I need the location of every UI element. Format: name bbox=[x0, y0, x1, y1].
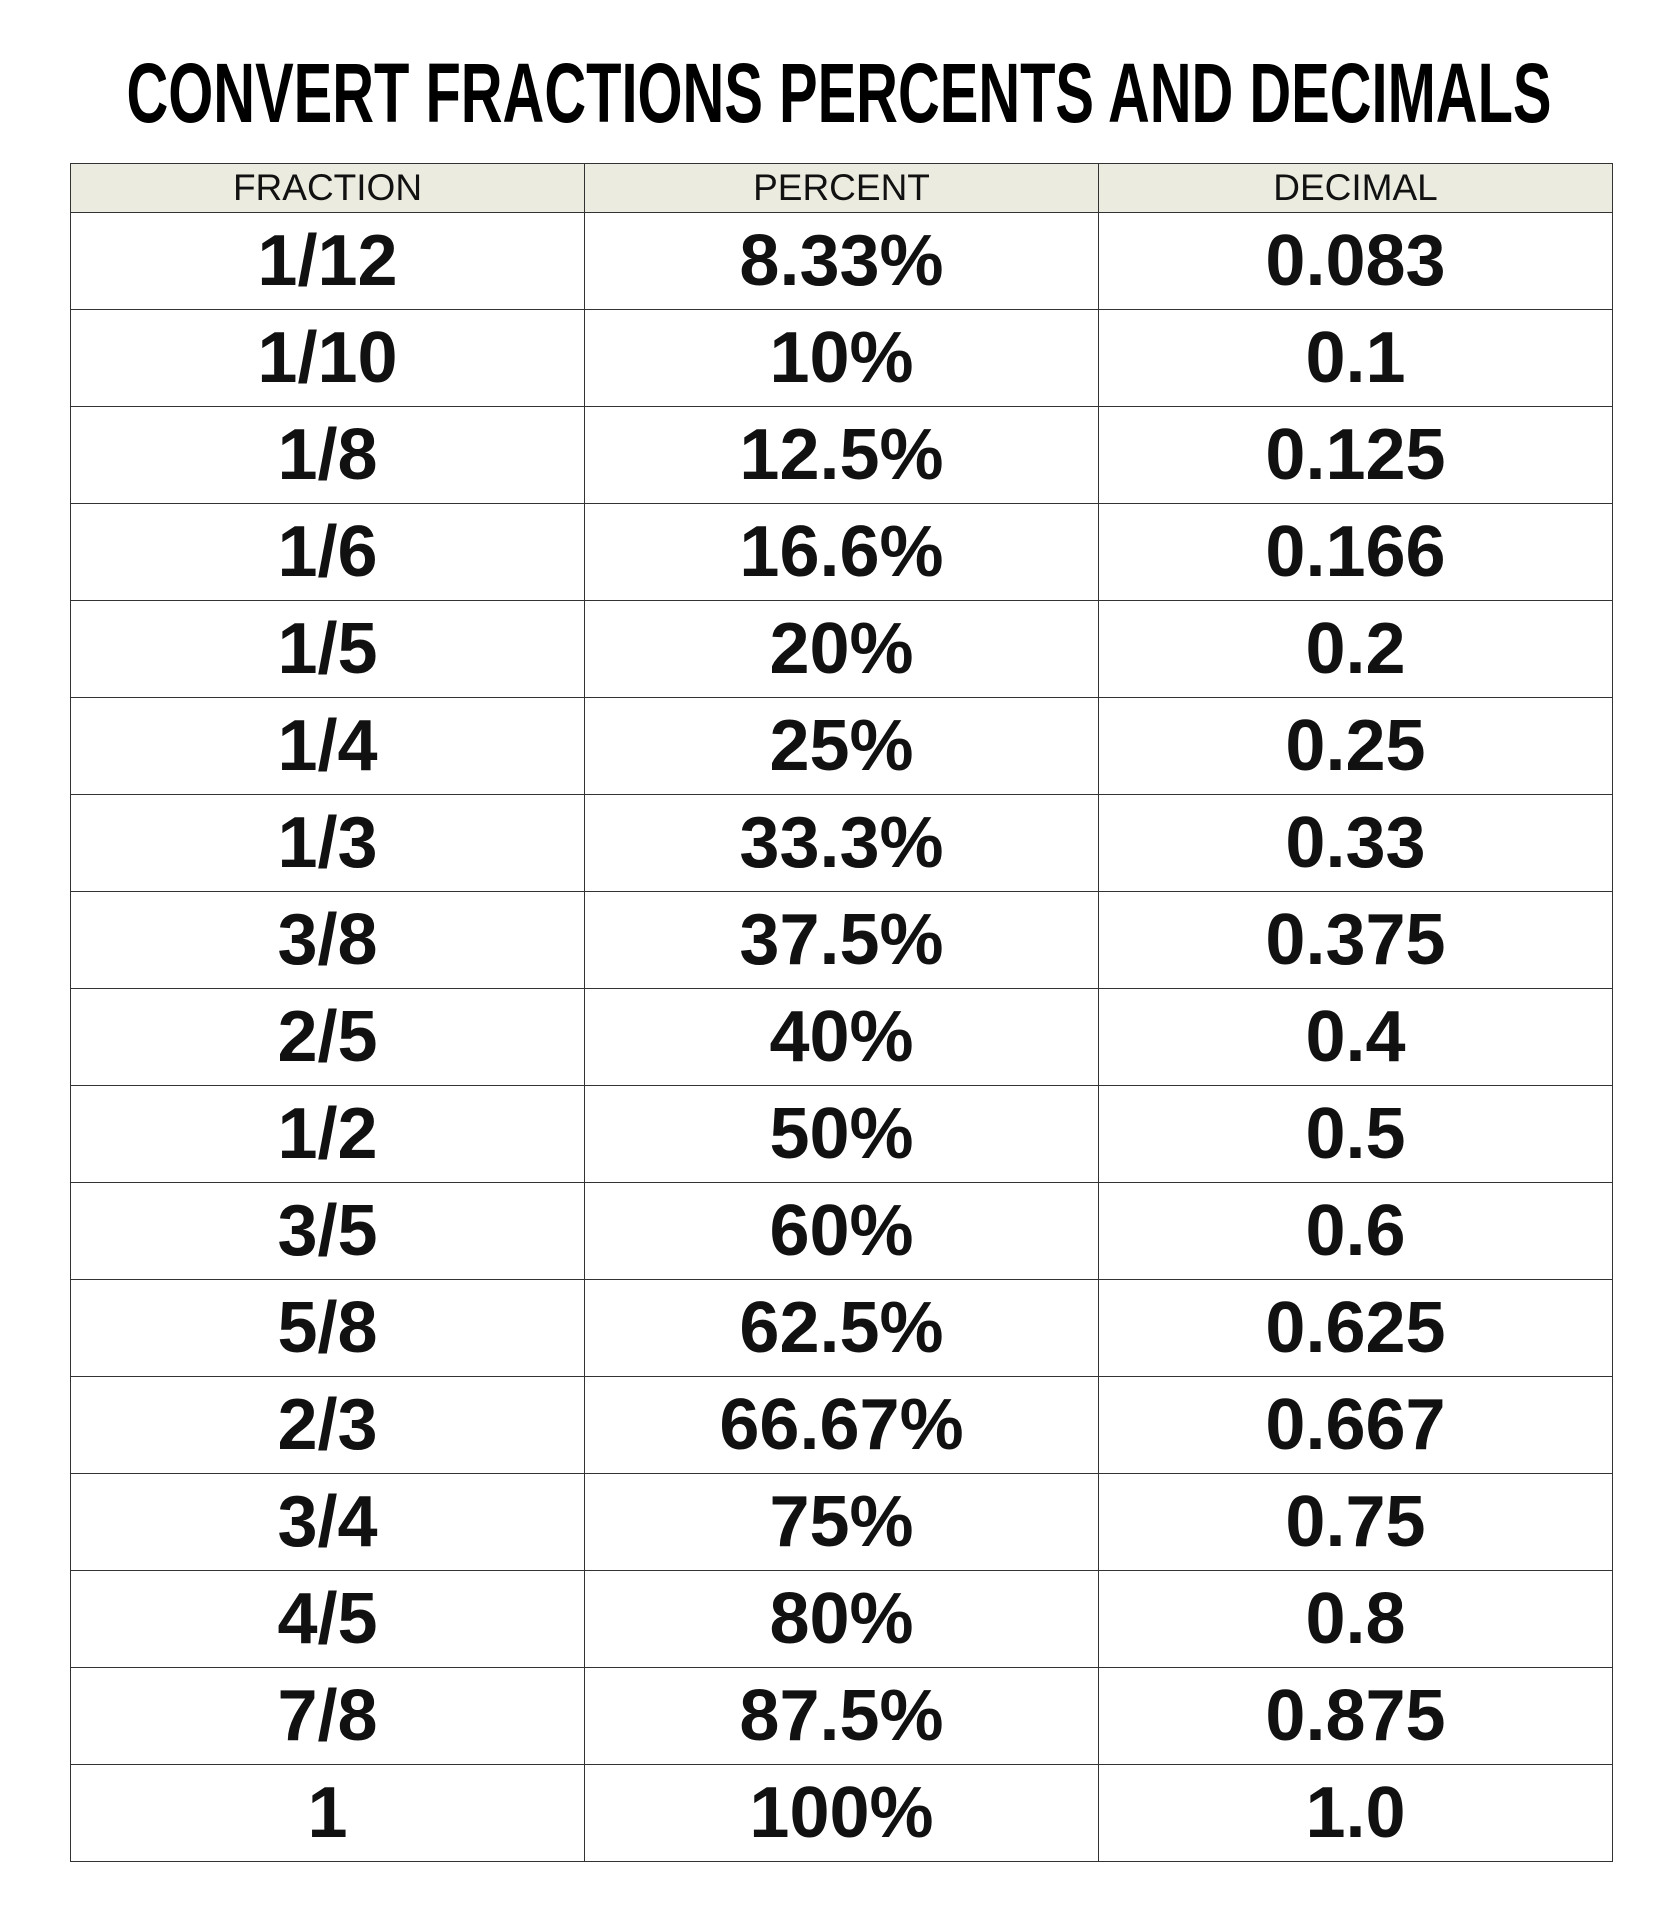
table-cell: 80% bbox=[584, 1570, 1099, 1668]
table-cell: 1/5 bbox=[70, 600, 585, 698]
table-cell: 1/6 bbox=[70, 503, 585, 601]
table-cell: 1.0 bbox=[1098, 1764, 1613, 1862]
table-cell: 25% bbox=[584, 697, 1099, 795]
table-cell: 12.5% bbox=[584, 406, 1099, 504]
table-row: 3/4 75% 0.75 bbox=[70, 1473, 1613, 1571]
table-cell: 40% bbox=[584, 988, 1099, 1086]
table-cell: 1 bbox=[70, 1764, 585, 1862]
table-cell: 20% bbox=[584, 600, 1099, 698]
table-cell: 1/8 bbox=[70, 406, 585, 504]
table-cell: 3/8 bbox=[70, 891, 585, 989]
table-row: 7/8 87.5% 0.875 bbox=[70, 1667, 1613, 1765]
table-cell: 10% bbox=[584, 309, 1099, 407]
table-cell: 8.33% bbox=[584, 212, 1099, 310]
table-row: 5/8 62.5% 0.625 bbox=[70, 1279, 1613, 1377]
title-area: CONVERT FRACTIONS PERCENTS AND DECIMALS bbox=[127, 46, 1552, 140]
table-cell: 0.083 bbox=[1098, 212, 1613, 310]
table-cell: 1/4 bbox=[70, 697, 585, 795]
column-header: DECIMAL bbox=[1098, 163, 1613, 213]
table-cell: 0.667 bbox=[1098, 1376, 1613, 1474]
table-cell: 62.5% bbox=[584, 1279, 1099, 1377]
table-row: 2/3 66.67% 0.667 bbox=[70, 1376, 1613, 1474]
table-cell: 0.8 bbox=[1098, 1570, 1613, 1668]
table-row: 3/5 60% 0.6 bbox=[70, 1182, 1613, 1280]
table-row: 1/2 50% 0.5 bbox=[70, 1085, 1613, 1183]
table-cell: 1/2 bbox=[70, 1085, 585, 1183]
table-row: 3/8 37.5% 0.375 bbox=[70, 891, 1613, 989]
table-row: 1/5 20% 0.2 bbox=[70, 600, 1613, 698]
header-row: FRACTION PERCENT DECIMAL bbox=[70, 163, 1613, 213]
table-cell: 0.4 bbox=[1098, 988, 1613, 1086]
table-cell: 37.5% bbox=[584, 891, 1099, 989]
table-row: 1/8 12.5% 0.125 bbox=[70, 406, 1613, 504]
table-cell: 0.25 bbox=[1098, 697, 1613, 795]
table-body: 1/12 8.33% 0.083 1/10 10% 0.1 1/8 12.5% 0.125 1/6… bbox=[70, 212, 1613, 1862]
table-cell: 0.1 bbox=[1098, 309, 1613, 407]
table-cell: 4/5 bbox=[70, 1570, 585, 1668]
table-header: FRACTION PERCENT DECIMAL bbox=[70, 163, 1613, 213]
table-cell: 3/5 bbox=[70, 1182, 585, 1280]
table-row: 1/12 8.33% 0.083 bbox=[70, 212, 1613, 310]
table-row: 2/5 40% 0.4 bbox=[70, 988, 1613, 1086]
table-cell: 0.166 bbox=[1098, 503, 1613, 601]
table-cell: 0.625 bbox=[1098, 1279, 1613, 1377]
table-cell: 16.6% bbox=[584, 503, 1099, 601]
table-cell: 66.67% bbox=[584, 1376, 1099, 1474]
table-cell: 5/8 bbox=[70, 1279, 585, 1377]
table-cell: 0.6 bbox=[1098, 1182, 1613, 1280]
table-cell: 33.3% bbox=[584, 794, 1099, 892]
table-cell: 1/12 bbox=[70, 212, 585, 310]
table-cell: 50% bbox=[584, 1085, 1099, 1183]
table-cell: 2/5 bbox=[70, 988, 585, 1086]
table-row: 4/5 80% 0.8 bbox=[70, 1570, 1613, 1668]
table-cell: 100% bbox=[584, 1764, 1099, 1862]
table-row: 1/3 33.3% 0.33 bbox=[70, 794, 1613, 892]
table-row: 1 100% 1.0 bbox=[70, 1764, 1613, 1862]
table-cell: 0.75 bbox=[1098, 1473, 1613, 1571]
table-cell: 0.33 bbox=[1098, 794, 1613, 892]
table-row: 1/6 16.6% 0.166 bbox=[70, 503, 1613, 601]
table-cell: 0.125 bbox=[1098, 406, 1613, 504]
table-cell: 7/8 bbox=[70, 1667, 585, 1765]
table-cell: 1/10 bbox=[70, 309, 585, 407]
table-cell: 0.2 bbox=[1098, 600, 1613, 698]
table-cell: 3/4 bbox=[70, 1473, 585, 1571]
column-header: FRACTION bbox=[70, 163, 585, 213]
column-header: PERCENT bbox=[584, 163, 1099, 213]
table-cell: 0.5 bbox=[1098, 1085, 1613, 1183]
table-cell: 0.875 bbox=[1098, 1667, 1613, 1765]
table-cell: 87.5% bbox=[584, 1667, 1099, 1765]
table-row: 1/4 25% 0.25 bbox=[70, 697, 1613, 795]
table-cell: 1/3 bbox=[70, 794, 585, 892]
conversion-table: FRACTION PERCENT DECIMAL 1/12 8.33% 0.083 1/1… bbox=[70, 163, 1613, 1862]
table-cell: 0.375 bbox=[1098, 891, 1613, 989]
table-cell: 60% bbox=[584, 1182, 1099, 1280]
table-cell: 2/3 bbox=[70, 1376, 585, 1474]
table-row: 1/10 10% 0.1 bbox=[70, 309, 1613, 407]
table-cell: 75% bbox=[584, 1473, 1099, 1571]
title: CONVERT FRACTIONS PERCENTS AND DECIMALS bbox=[127, 46, 1552, 140]
